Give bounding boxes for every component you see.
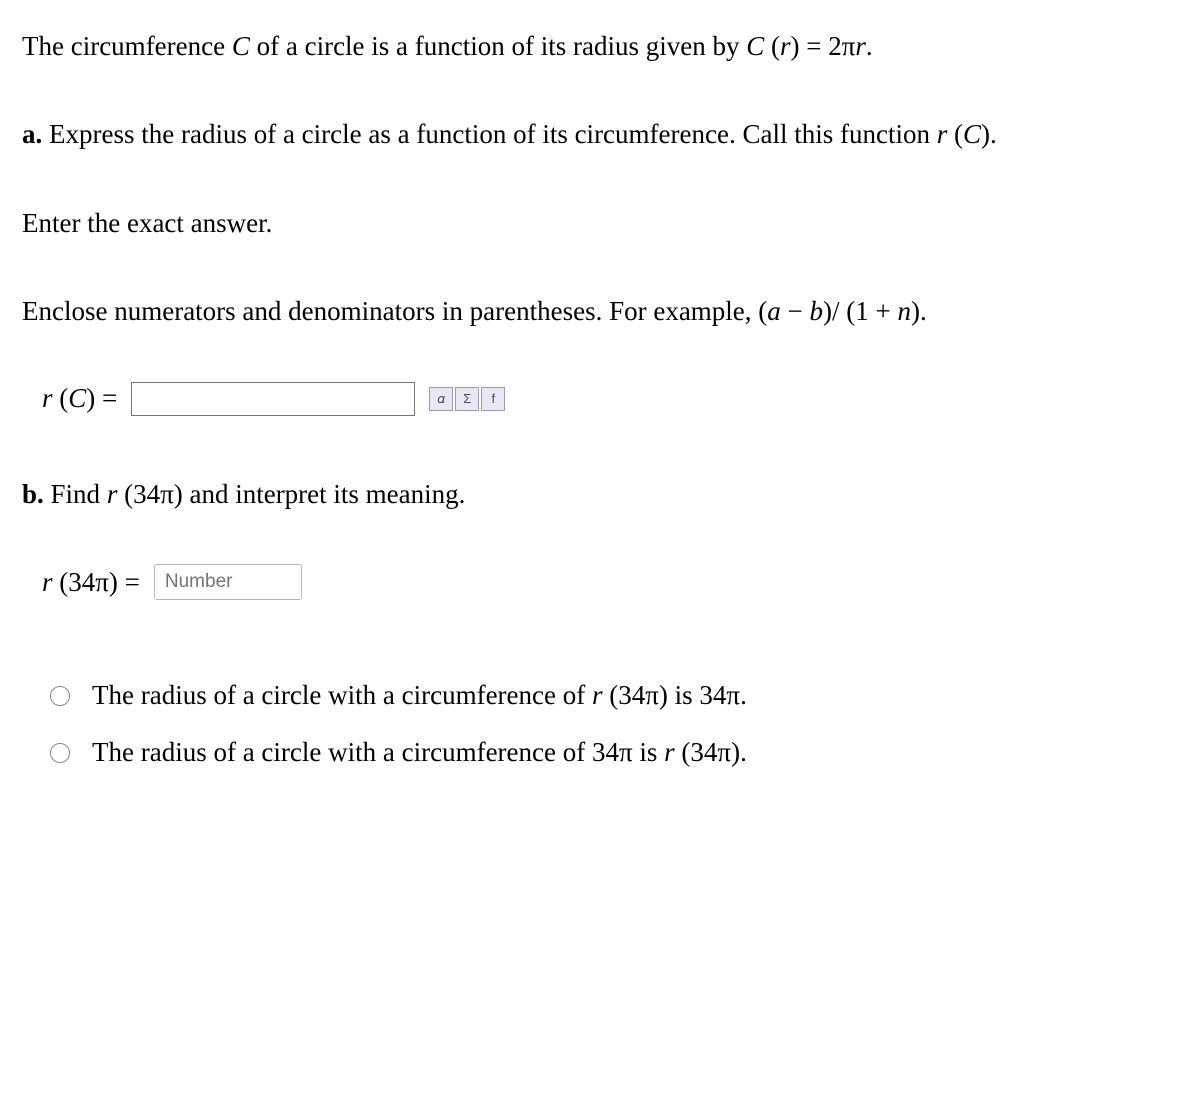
text: ( bbox=[675, 737, 691, 767]
arg-34pi: 34π bbox=[690, 737, 731, 767]
arg-C: C bbox=[963, 119, 981, 149]
var-n: n bbox=[898, 296, 912, 326]
part-a-label: a. bbox=[22, 119, 42, 149]
radio-icon[interactable] bbox=[50, 743, 70, 763]
question-page: The circumference C of a circle is a fun… bbox=[0, 0, 1200, 834]
text: ) bbox=[911, 296, 920, 326]
func-r: r bbox=[107, 479, 118, 509]
toolbar: 𝛼 Σ f bbox=[429, 387, 505, 411]
func-r: r bbox=[42, 383, 53, 413]
text: ) bbox=[731, 737, 740, 767]
option-1[interactable]: The radius of a circle with a circumfere… bbox=[50, 680, 1178, 711]
arg-34pi: 34π bbox=[618, 680, 659, 710]
text: Find bbox=[44, 479, 107, 509]
text: ( bbox=[758, 296, 767, 326]
equals: = bbox=[118, 567, 140, 597]
text: . bbox=[990, 119, 997, 149]
text: ( bbox=[947, 119, 963, 149]
text: . bbox=[740, 680, 747, 710]
text: ( bbox=[53, 567, 69, 597]
eq: = 2π bbox=[800, 31, 856, 61]
text: ) bbox=[791, 31, 800, 61]
option-1-label: The radius of a circle with a circumfere… bbox=[92, 680, 747, 711]
text: ( bbox=[53, 383, 69, 413]
answer-input-a[interactable] bbox=[131, 382, 415, 416]
option-2-label: The radius of a circle with a circumfere… bbox=[92, 737, 747, 768]
arg-r: r bbox=[780, 31, 791, 61]
text: ( bbox=[603, 680, 619, 710]
text: Enclose numerators and denominators in p… bbox=[22, 296, 758, 326]
radio-icon[interactable] bbox=[50, 686, 70, 706]
func-r: r bbox=[664, 737, 675, 767]
answer-input-b[interactable] bbox=[154, 564, 302, 600]
text: + bbox=[869, 296, 898, 326]
func-C: C bbox=[746, 31, 764, 61]
part-b-label: b. bbox=[22, 479, 44, 509]
equals: = bbox=[95, 383, 117, 413]
answer-row-b: r (34π) = bbox=[42, 564, 1178, 600]
interpretation-options: The radius of a circle with a circumfere… bbox=[50, 680, 1178, 768]
intro-text: The circumference C of a circle is a fun… bbox=[22, 28, 1178, 64]
text: of a circle is a function of its radius … bbox=[250, 31, 746, 61]
var-b: b bbox=[810, 296, 824, 326]
lhs-label: r (C) = bbox=[42, 383, 117, 414]
text: The radius of a circle with a circumfere… bbox=[92, 737, 592, 767]
text: ) bbox=[86, 383, 95, 413]
instruction-parentheses: Enclose numerators and denominators in p… bbox=[22, 293, 1178, 329]
lhs-label: r (34π) = bbox=[42, 567, 140, 598]
text: ) bbox=[109, 567, 118, 597]
text: is bbox=[668, 680, 700, 710]
part-b-prompt: b. Find r (34π) and interpret its meanin… bbox=[22, 476, 1178, 512]
text: . bbox=[740, 737, 747, 767]
text: ) bbox=[174, 479, 183, 509]
text: ( bbox=[764, 31, 780, 61]
text: ) bbox=[659, 680, 668, 710]
text: / bbox=[832, 296, 840, 326]
func-r: r bbox=[592, 680, 603, 710]
var-a: a bbox=[767, 296, 781, 326]
func-r: r bbox=[937, 119, 948, 149]
val-34pi: 34π bbox=[699, 680, 740, 710]
arg-34pi: 34π bbox=[133, 479, 174, 509]
text: . bbox=[866, 31, 873, 61]
part-a-prompt: a. Express the radius of a circle as a f… bbox=[22, 116, 1178, 152]
var-C: C bbox=[232, 31, 250, 61]
val-34pi: 34π bbox=[592, 737, 633, 767]
num-1: 1 bbox=[855, 296, 869, 326]
text: is bbox=[633, 737, 665, 767]
symbol-palette-icon[interactable]: 𝛼 bbox=[429, 387, 453, 411]
text: The circumference bbox=[22, 31, 232, 61]
arg-C: C bbox=[68, 383, 86, 413]
text: ( bbox=[117, 479, 133, 509]
sigma-icon[interactable]: Σ bbox=[455, 387, 479, 411]
text: − bbox=[781, 296, 810, 326]
function-icon[interactable]: f bbox=[481, 387, 505, 411]
func-r: r bbox=[42, 567, 53, 597]
option-2[interactable]: The radius of a circle with a circumfere… bbox=[50, 737, 1178, 768]
text: Express the radius of a circle as a func… bbox=[42, 119, 936, 149]
arg-34pi: 34π bbox=[68, 567, 109, 597]
text: ( bbox=[840, 296, 856, 326]
text: ) bbox=[981, 119, 990, 149]
text: The radius of a circle with a circumfere… bbox=[92, 680, 592, 710]
text: . bbox=[920, 296, 927, 326]
answer-row-a: r (C) = 𝛼 Σ f bbox=[42, 382, 1178, 416]
instruction-exact: Enter the exact answer. bbox=[22, 205, 1178, 241]
text: and interpret its meaning. bbox=[183, 479, 466, 509]
var-r: r bbox=[855, 31, 866, 61]
text: ) bbox=[823, 296, 832, 326]
